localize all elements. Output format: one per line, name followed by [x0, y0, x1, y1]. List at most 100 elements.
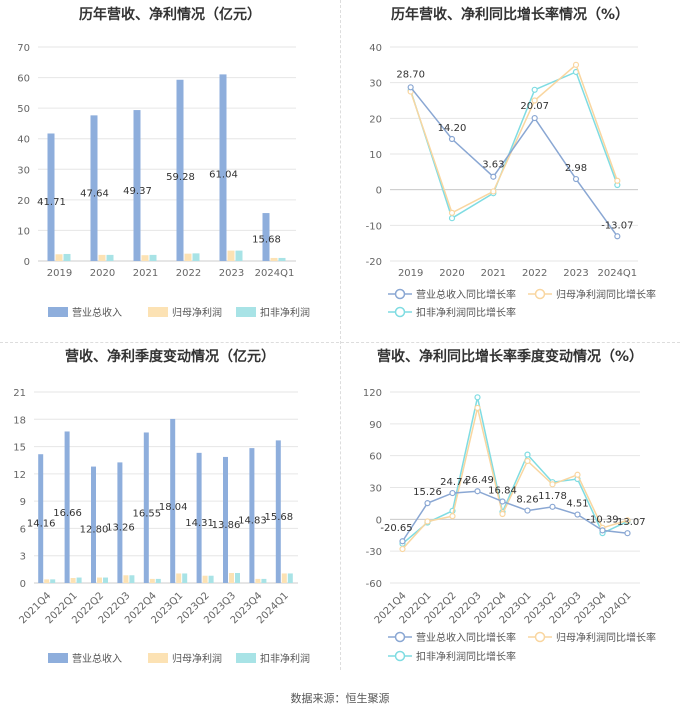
y-tick-label: 30: [369, 79, 382, 90]
data-label: 49.37: [123, 186, 152, 197]
annual-amounts-panel: 历年营收、净利情况（亿元） 0 10 20 30 40 50 60 70 41.71 47.64 4…: [0, 0, 340, 342]
data-label: 13.86: [212, 520, 241, 531]
legend-label: 归母净利润: [172, 652, 222, 665]
y-tick-label: 10: [17, 226, 30, 237]
line-point: [424, 500, 431, 507]
legend-label: 扣非净利润同比增长率: [416, 650, 516, 663]
data-source-note: 数据来源：恒生聚源: [290, 692, 390, 705]
data-label: 2.98: [565, 163, 587, 174]
data-label: 16.55: [132, 508, 161, 519]
quarterly-amounts-title: 营收、净利季度变动情况（亿元）: [65, 349, 275, 365]
legend-marker: [534, 631, 546, 643]
data-label: 61.04: [209, 169, 238, 180]
y-tick-label: 12: [13, 470, 26, 481]
line-point: [531, 97, 538, 104]
bar-parent-profit: [55, 254, 63, 261]
bar-parent-profit: [44, 579, 50, 583]
y-tick-label: 50: [17, 104, 30, 115]
line-point: [574, 471, 581, 478]
quarterly-growth-title: 营收、净利同比增长率季度变动情况（%）: [376, 349, 644, 365]
line-point: [448, 215, 456, 222]
y-tick-label: 90: [369, 420, 382, 431]
data-label: 47.64: [80, 189, 109, 200]
line-parent-growth: [409, 63, 619, 214]
y-tick-label: -20: [366, 257, 382, 268]
data-label: 28.70: [396, 69, 425, 80]
annual-amounts-title: 历年营收、净利情况（亿元）: [79, 7, 261, 23]
x-tick-label: 2020: [439, 268, 464, 279]
bar-deducted-profit: [63, 253, 71, 261]
y-tick-label: 6: [20, 524, 26, 535]
bar-parent-profit: [149, 578, 155, 583]
line-deducted-growth: [409, 70, 619, 220]
data-label: 24.74: [440, 477, 469, 488]
line-point: [448, 135, 456, 143]
bar-revenue: [64, 431, 70, 583]
data-label: 14.83: [238, 516, 267, 527]
x-tick-label: 2019: [47, 268, 72, 279]
line-point: [624, 530, 631, 537]
legend-label: 扣非净利润同比增长率: [416, 306, 516, 319]
bar-parent-profit: [281, 573, 287, 583]
line-point: [449, 513, 456, 520]
line-point: [599, 527, 606, 534]
y-tick-label: 60: [17, 74, 30, 85]
panel-divider-vertical: [340, 0, 341, 670]
line-point: [474, 394, 481, 401]
legend-marker: [394, 650, 406, 662]
bar-deducted-profit: [76, 577, 82, 583]
x-tick-label: 2019: [398, 268, 423, 279]
bar-parent-profit: [255, 578, 261, 583]
line-point: [549, 503, 556, 510]
line-point: [531, 114, 538, 122]
data-label: 15.68: [252, 234, 281, 245]
line-point: [572, 61, 580, 68]
legend-swatch: [48, 307, 68, 317]
line-point: [524, 451, 531, 458]
data-label: -20.65: [380, 523, 412, 534]
bar-revenue: [38, 454, 44, 583]
line-point: [531, 86, 538, 93]
bar-parent-profit: [176, 573, 182, 583]
x-tick-label: 2024Q1: [255, 268, 295, 279]
bar-revenue: [196, 452, 202, 583]
legend-label: 营业总收入: [72, 306, 122, 319]
bar-revenue: [170, 418, 176, 583]
data-label: 16.84: [488, 485, 517, 496]
data-label: 41.71: [37, 197, 66, 208]
annual-growth-panel: 历年营收、净利同比增长率情况（%） -20 -10 0 10 20 30 40 28.70 14…: [340, 0, 680, 342]
y-tick-label: 21: [13, 388, 26, 399]
legend-marker: [394, 288, 406, 300]
bar-revenue: [91, 466, 96, 583]
bar-deducted-profit: [182, 573, 188, 583]
line-parent-growth: [401, 407, 628, 550]
annual-amounts-chart: 0 10 20 30 40 50 60 70 41.71 47.64 49.37 59.28 61.04…: [17, 43, 310, 319]
y-tick-label: -60: [366, 579, 382, 590]
x-tick-label: 2023: [219, 268, 244, 279]
y-tick-label: 0: [376, 186, 382, 197]
legend-swatch: [148, 307, 168, 317]
legend-swatch: [148, 653, 168, 663]
y-tick-label: 10: [369, 150, 382, 161]
bar-revenue: [219, 74, 227, 261]
panel-divider-horizontal: [0, 342, 680, 343]
data-label: 12.80: [80, 524, 109, 535]
line-point: [549, 481, 556, 488]
bar-revenue: [47, 133, 55, 261]
line-point: [499, 510, 506, 518]
bar-deducted-profit: [208, 575, 214, 583]
data-label: 14.16: [27, 518, 56, 529]
bar-revenue: [133, 110, 141, 262]
legend-label: 扣非净利润: [260, 652, 310, 665]
data-label: 15.26: [413, 487, 442, 498]
legend-label: 营业总收入同比增长率: [416, 288, 516, 301]
annual-growth-title: 历年营收、净利同比增长率情况（%）: [390, 7, 630, 23]
y-tick-label: -30: [366, 547, 382, 558]
line-point: [399, 538, 406, 545]
bar-deducted-profit: [278, 257, 286, 261]
y-tick-label: 20: [369, 114, 382, 125]
x-tick-label: 2024Q1: [597, 268, 637, 279]
bar-revenue: [249, 448, 255, 583]
bar-revenue: [117, 462, 123, 583]
bar-deducted-profit: [103, 577, 108, 583]
